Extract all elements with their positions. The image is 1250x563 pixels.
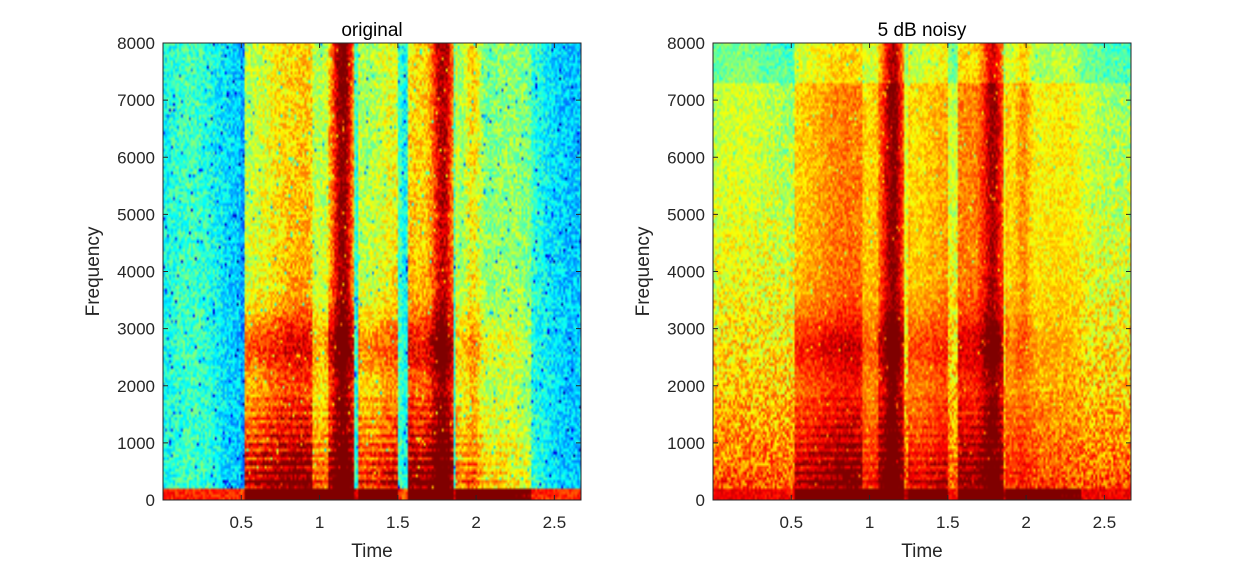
y-axis-label: Frequency	[83, 226, 104, 316]
x-axis-label: Time	[351, 541, 393, 562]
spectrogram-image	[163, 43, 581, 500]
y-tick-label: 1000	[117, 434, 155, 453]
x-tick-label: 2	[471, 513, 480, 532]
y-tick-label: 6000	[667, 148, 705, 167]
x-tick-label: 2.5	[543, 513, 567, 532]
y-tick-label: 5000	[117, 205, 155, 224]
x-tick-label: 1	[315, 513, 324, 532]
y-axis-label: Frequency	[633, 226, 654, 316]
x-tick-label: 0.5	[779, 513, 803, 532]
x-tick-label: 2	[1021, 513, 1030, 532]
spectrogram-panel-1: 0.5 1 1.5 2 2.5 0 1000 2000 3000 4000 5000 6000 7000…	[83, 20, 582, 562]
x-axis-label: Time	[901, 541, 943, 562]
x-tick-label: 1.5	[386, 513, 410, 532]
spectrogram-panel-2: 0.5 1 1.5 2 2.5 0 1000 2000 3000 4000 5000 6000 7000…	[633, 20, 1132, 562]
x-tick-label: 1	[865, 513, 874, 532]
y-tick-label: 6000	[117, 148, 155, 167]
y-tick-label: 8000	[117, 34, 155, 53]
y-tick-label: 8000	[667, 34, 705, 53]
x-tick-label: 0.5	[229, 513, 253, 532]
y-tick-label: 1000	[667, 434, 705, 453]
y-tick-label: 0	[696, 491, 705, 510]
y-tick-label: 2000	[667, 377, 705, 396]
y-tick-label: 0	[146, 491, 155, 510]
y-tick-label: 7000	[117, 91, 155, 110]
chart-title: original	[341, 20, 402, 41]
x-tick-label: 1.5	[936, 513, 960, 532]
y-tick-label: 2000	[117, 377, 155, 396]
x-tick-label: 2.5	[1093, 513, 1117, 532]
chart-title: 5 dB noisy	[878, 20, 967, 41]
y-tick-label: 7000	[667, 91, 705, 110]
y-tick-label: 4000	[117, 263, 155, 282]
y-tick-label: 4000	[667, 263, 705, 282]
y-tick-label: 5000	[667, 205, 705, 224]
spectrogram-image	[713, 43, 1131, 500]
y-tick-label: 3000	[117, 320, 155, 339]
y-tick-label: 3000	[667, 320, 705, 339]
